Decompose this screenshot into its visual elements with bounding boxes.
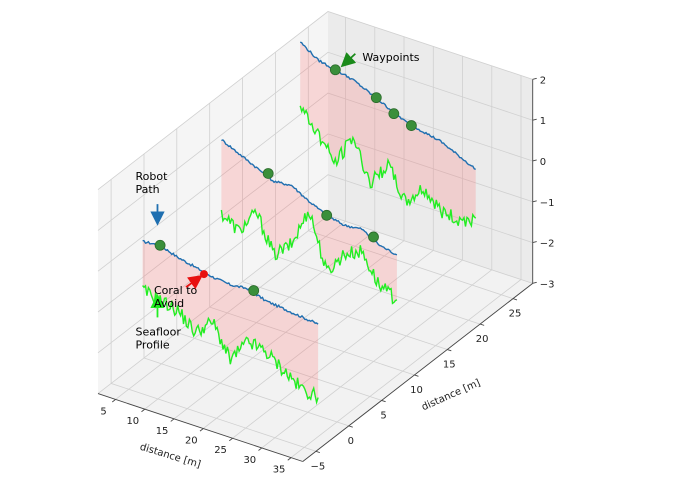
x-axis-line (97, 393, 303, 462)
coral-marker (199, 270, 208, 279)
y-axis-line (302, 283, 533, 462)
y-tick-mark (381, 400, 386, 403)
grid-line-z (97, 11, 533, 190)
coral-annotation: Avoid (154, 297, 184, 310)
seafloor-line (299, 105, 477, 229)
back-pane (328, 11, 533, 284)
z-tick-mark (532, 241, 537, 243)
seafloor-annotation: Profile (135, 338, 169, 351)
x-tick-label: 25 (214, 445, 227, 456)
seafloor-line (220, 207, 398, 305)
x-tick-label: 35 (273, 465, 286, 476)
y-tick-mark (447, 349, 452, 352)
x-tick-mark (228, 437, 233, 442)
y-tick-label: 25 (509, 309, 522, 320)
waypoints-annotation: Waypoints (362, 51, 419, 64)
robot-path-line (299, 41, 476, 171)
z-tick-label: −3 (540, 279, 555, 290)
robot-path-line (221, 139, 398, 256)
waypoint-marker (388, 108, 400, 120)
y-tick-label: 5 (380, 410, 386, 421)
profile-fill (221, 139, 397, 304)
y-tick-mark (414, 374, 419, 377)
y-tick-mark (348, 425, 353, 428)
x-tick-label: 10 (126, 416, 139, 427)
z-tick-label: −1 (540, 198, 555, 209)
waypoint-marker (321, 209, 333, 221)
x-tick-mark (170, 418, 175, 422)
z-tick-label: 1 (540, 116, 546, 127)
robot-path-annotation: Robot (135, 170, 168, 183)
x-tick-mark (111, 399, 116, 403)
grid-lines (97, 11, 534, 462)
x-tick-label: 20 (185, 436, 198, 447)
z-tick-mark (532, 200, 537, 203)
y-tick-label: 15 (443, 360, 456, 371)
y-tick-mark (512, 298, 518, 301)
y-tick-label: −5 (311, 461, 326, 472)
x-tick-label: 15 (156, 426, 169, 437)
grid-line-z (97, 51, 533, 231)
x-tick-mark (141, 408, 146, 413)
x-tick-mark (199, 428, 204, 432)
y-tick-label: 10 (410, 385, 423, 396)
x-tick-mark (287, 457, 292, 461)
waypoint-marker (329, 64, 341, 76)
profile-lines (142, 41, 477, 406)
profile-fill (300, 42, 476, 227)
robot-path-line (142, 239, 319, 325)
x-tick-label: 5 (100, 406, 106, 417)
waypoint-markers (154, 64, 417, 296)
y-tick-label: 0 (348, 436, 354, 447)
seafloor-line (142, 284, 319, 406)
grid-line-z (97, 92, 533, 272)
waypoint-marker (248, 285, 260, 296)
z-tick-mark (532, 159, 537, 162)
coral-annotation: Coral to (154, 284, 198, 297)
waypoint-marker (154, 239, 166, 251)
z-tick-label: 0 (540, 157, 546, 168)
waypoint-marker (262, 168, 274, 179)
z-tick-label: 2 (540, 75, 546, 86)
floor-pane (98, 215, 533, 462)
x-tick-mark (258, 447, 263, 451)
seafloor-annotation: Seafloor (135, 325, 181, 338)
profile-fill (142, 240, 319, 403)
y-tick-mark (480, 323, 485, 326)
waypoint-marker (368, 231, 379, 243)
y-axis-label: distance [m] (420, 378, 482, 414)
waypoint-marker (405, 120, 417, 131)
waypoints-arrow (340, 52, 357, 68)
x-tick-label: 30 (243, 455, 256, 466)
waypoint-marker (370, 92, 382, 104)
z-tick-label: −2 (540, 239, 555, 250)
robot-path-annotation: Path (135, 183, 159, 196)
coral-arrow (185, 274, 203, 290)
z-tick-mark (532, 77, 537, 80)
z-tick-mark (532, 281, 537, 284)
z-tick-mark (532, 118, 537, 121)
grid-line-z (97, 133, 533, 313)
y-tick-label: 20 (476, 334, 489, 345)
y-tick-mark (315, 450, 321, 454)
profile-fills (142, 42, 476, 403)
